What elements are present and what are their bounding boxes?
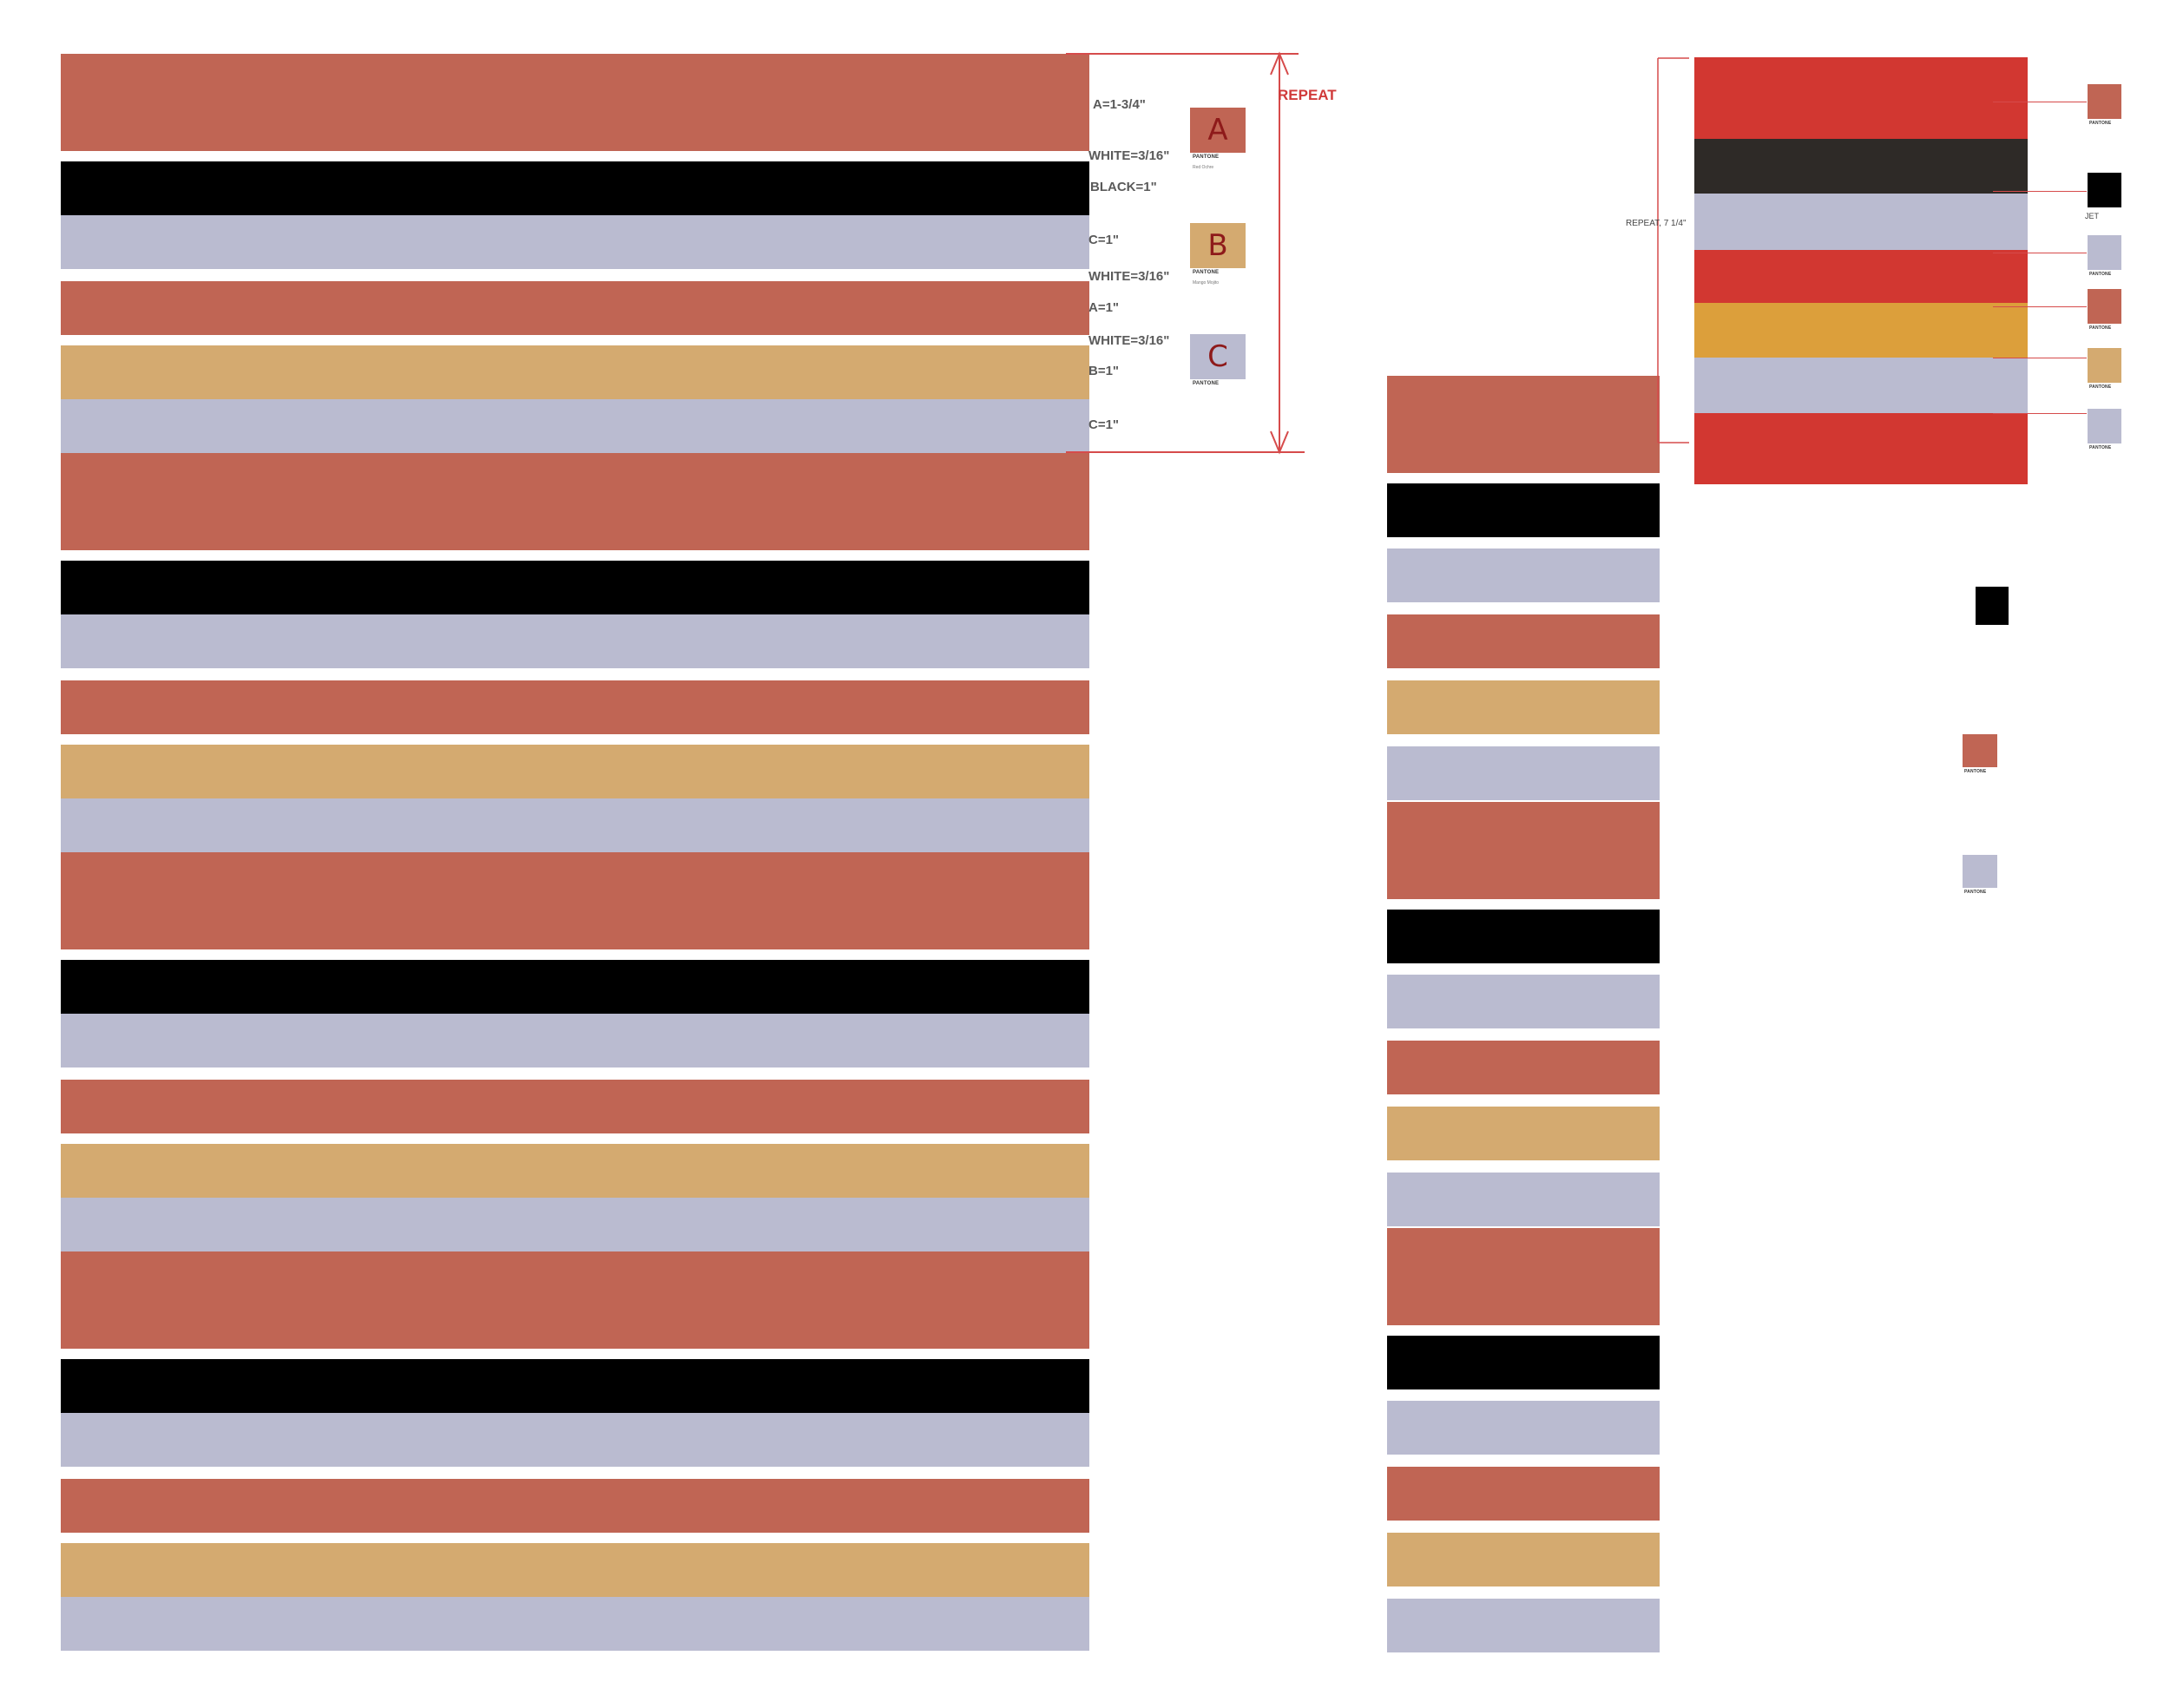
stripe-a <box>61 1251 1089 1349</box>
legend-leader-line <box>1993 191 2087 192</box>
stripe-a <box>61 453 1089 550</box>
legend-swatch-brand: PANTONE <box>2089 445 2112 450</box>
stripe-black <box>61 561 1089 614</box>
stripe-c <box>61 215 1089 269</box>
legend-swatch-b <box>2088 348 2121 383</box>
variant-stripe-red <box>1694 250 2028 303</box>
stripe-a <box>1387 376 1660 473</box>
loose-swatch-black <box>1976 587 2009 625</box>
stripe-b <box>61 1543 1089 1597</box>
spec-label-c-1: C=1" <box>1088 233 1120 247</box>
legend-swatch-a <box>2088 289 2121 324</box>
stripe-black <box>61 1359 1089 1413</box>
swatch-b-letter: B <box>1207 228 1228 263</box>
repeat-dimension-line <box>1066 51 1305 455</box>
variant-stripe-orange <box>1694 303 2028 358</box>
variant-repeat-label: REPEAT, 7 1/4" <box>1626 219 1687 228</box>
stripe-b <box>61 745 1089 798</box>
stripe-c <box>61 614 1089 668</box>
stripe-c <box>61 399 1089 453</box>
stripe-a <box>61 281 1089 335</box>
swatch-a-letter: A <box>1207 113 1228 148</box>
stripe-a <box>61 1479 1089 1533</box>
stripe-a <box>61 1080 1089 1133</box>
legend-jet-label: JET <box>2085 212 2100 220</box>
stripe-c <box>61 798 1089 852</box>
swatch-b: B <box>1190 223 1246 268</box>
stripe-a <box>61 852 1089 949</box>
swatch-c-brand: PANTONE <box>1193 381 1220 386</box>
stripe-c <box>61 1413 1089 1467</box>
loose-swatch-brand: PANTONE <box>1964 890 1987 895</box>
legend-swatch-brand: PANTONE <box>2089 272 2112 277</box>
stripe-c <box>61 1198 1089 1251</box>
swatch-a-brand: PANTONE <box>1193 154 1220 160</box>
stripe-a <box>1387 1467 1660 1521</box>
variant-stripe-c <box>1694 194 2028 250</box>
swatch-b-brand: PANTONE <box>1193 270 1220 275</box>
spec-label-white-1: WHITE=3/16" <box>1088 148 1170 163</box>
stripe-c <box>61 1014 1089 1068</box>
variant-stripe-dark <box>1694 139 2028 194</box>
stripe-black <box>1387 483 1660 537</box>
stripe-b <box>1387 680 1660 734</box>
spec-label-white-3: WHITE=3/16" <box>1088 333 1170 348</box>
stripe-c <box>1387 1173 1660 1226</box>
loose-swatch-c <box>1963 855 1997 888</box>
stripe-a <box>61 680 1089 734</box>
spec-label-white-2: WHITE=3/16" <box>1088 269 1170 284</box>
stripe-a <box>61 54 1089 151</box>
stripe-b <box>1387 1107 1660 1160</box>
loose-swatch-a <box>1963 734 1997 767</box>
legend-leader-line <box>1993 413 2087 414</box>
spec-label-a-narrow: A=1" <box>1088 300 1120 315</box>
stripe-b <box>61 345 1089 399</box>
stripe-c <box>1387 746 1660 800</box>
legend-leader-line <box>1993 306 2087 307</box>
spec-label-b: B=1" <box>1088 364 1120 378</box>
stripe-c <box>1387 1599 1660 1652</box>
legend-swatch-brand: PANTONE <box>2089 384 2112 390</box>
legend-swatch-a <box>2088 84 2121 119</box>
legend-swatch-brand: PANTONE <box>2089 325 2112 331</box>
variant-stripe-red <box>1694 413 2028 484</box>
variant-repeat-bracket <box>1657 57 1689 443</box>
stripe-b <box>61 1144 1089 1198</box>
stripe-a <box>1387 614 1660 668</box>
swatch-b-name: Mango Mojito <box>1193 280 1220 286</box>
repeat-label: REPEAT <box>1278 87 1337 103</box>
legend-swatch-c <box>2088 409 2121 443</box>
stripe-a <box>1387 1228 1660 1325</box>
stripe-c <box>1387 975 1660 1028</box>
legend-swatch-c <box>2088 235 2121 270</box>
stripe-black <box>1387 1336 1660 1389</box>
stripe-black <box>61 960 1089 1014</box>
stripe-a <box>1387 802 1660 899</box>
swatch-c: C <box>1190 334 1246 379</box>
swatch-a: A <box>1190 108 1246 153</box>
stripe-black <box>61 161 1089 215</box>
spec-label-black: BLACK=1" <box>1090 180 1157 194</box>
loose-swatch-brand: PANTONE <box>1964 769 1987 774</box>
stripe-a <box>1387 1041 1660 1094</box>
stripe-c <box>61 1597 1089 1651</box>
legend-swatch-jet <box>2088 173 2121 207</box>
stripe-b <box>1387 1533 1660 1586</box>
variant-stripe-c <box>1694 358 2028 413</box>
stripe-c <box>1387 1401 1660 1455</box>
swatch-a-name: Red Ochre <box>1193 165 1214 170</box>
legend-swatch-brand: PANTONE <box>2089 121 2112 126</box>
stripe-c <box>1387 549 1660 602</box>
swatch-c-letter: C <box>1207 339 1228 374</box>
spec-label-a-wide: A=1-3/4" <box>1093 97 1146 112</box>
stripe-black <box>1387 910 1660 963</box>
spec-label-c-2: C=1" <box>1088 417 1120 432</box>
variant-stripe-red <box>1694 57 2028 139</box>
